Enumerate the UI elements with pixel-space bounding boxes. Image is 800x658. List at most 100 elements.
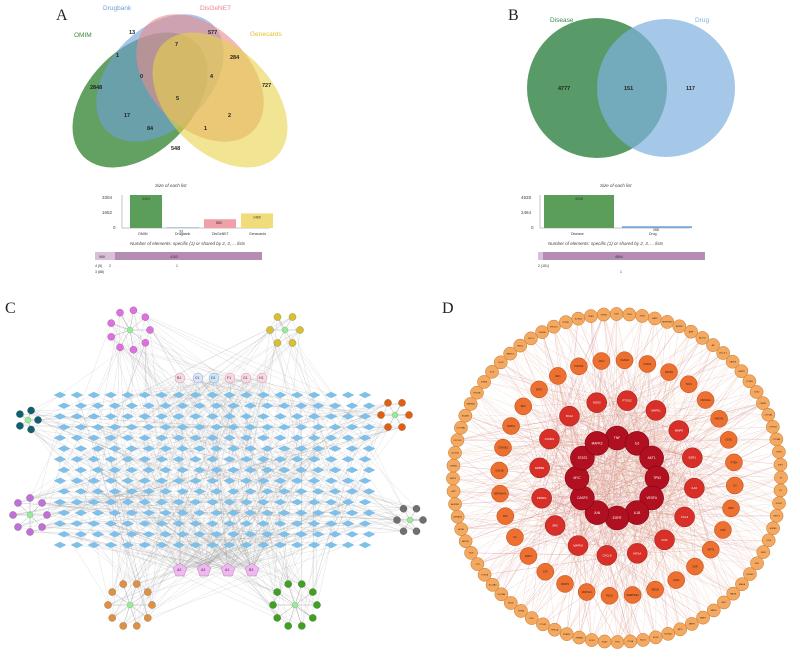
network-c-edge — [63, 534, 229, 571]
network-c-edge — [195, 480, 253, 571]
network-d-node — [623, 586, 642, 604]
network-c-edge — [161, 502, 313, 593]
network-d-edge — [578, 528, 774, 546]
network-c-edge — [250, 427, 302, 585]
network-c-edge — [312, 491, 353, 593]
network-d-edge — [492, 512, 598, 585]
network-c-target-node — [290, 520, 304, 527]
network-c-compound-node — [144, 614, 152, 622]
network-c-compound-node — [16, 410, 24, 418]
network-c-edge — [251, 405, 336, 571]
network-c-edge — [261, 377, 285, 406]
network-d-node-label: AKR1B1 — [451, 503, 460, 506]
network-c-compound-node — [119, 580, 127, 588]
network-d-edge — [655, 410, 734, 594]
network-c-edge — [203, 491, 268, 571]
network-d-edge — [664, 457, 693, 540]
network-c-compound-node — [288, 313, 297, 321]
network-d-node — [726, 476, 744, 495]
network-d-nodes: TNF IL6 AKT1 TP53 VEGFA IL1B EGFR JUN CASP3 MYC ST… — [446, 307, 788, 649]
network-c-target-node — [294, 445, 308, 452]
network-d-edge — [651, 414, 769, 499]
venn4-count: 2 — [228, 113, 231, 119]
network-c-edge — [145, 317, 370, 492]
network-d-node — [660, 363, 678, 381]
network-c-target-node — [172, 413, 185, 420]
network-d-edge — [590, 316, 618, 439]
network-c-edge — [197, 377, 230, 396]
network-c-edge — [161, 544, 278, 593]
network-c-edge — [246, 416, 289, 626]
network-d-edge — [651, 497, 704, 618]
network-c-edge — [212, 394, 389, 428]
network-d: TNF IL6 AKT1 TP53 VEGFA IL1B EGFR JUN CASP3 MYC ST… — [446, 307, 788, 649]
network-c-target-node — [294, 466, 308, 474]
network-c-target-node — [362, 466, 376, 474]
network-d-node-label: PGR — [615, 642, 620, 644]
network-c-compound-node — [116, 343, 124, 352]
network-c-target-node — [193, 509, 206, 516]
network-c-edge — [197, 377, 234, 406]
network-c-target-node — [223, 520, 236, 527]
network-c-target-node — [328, 466, 342, 474]
network-c-target-node — [104, 541, 118, 549]
network-c-target-node — [244, 509, 257, 516]
network-c-target-node — [223, 456, 236, 463]
network-d-node-label: RB1 — [530, 618, 535, 620]
network-c-target-node — [274, 391, 287, 399]
network-d-node-label: TP53 — [653, 476, 661, 480]
network-d-node — [529, 457, 550, 479]
network-d-edge — [530, 338, 618, 439]
network-d-node-label: NFKB1 — [665, 371, 674, 374]
network-c-edge — [41, 416, 366, 528]
network-d-node — [584, 431, 610, 456]
network-c-target-node — [142, 402, 155, 409]
network-c-target-node — [257, 477, 270, 484]
network-d-node-label: MAOA — [739, 583, 746, 586]
network-c-edge — [233, 512, 253, 571]
network-d-node-label: APP — [451, 490, 456, 493]
network-c-target-node — [189, 391, 202, 399]
venn4-shared-segment — [95, 252, 115, 260]
network-c-edge — [301, 414, 382, 535]
network-c-edge — [59, 523, 205, 571]
network-d-node-label: CCNB1 — [746, 381, 754, 383]
network-c-target-node — [104, 434, 118, 441]
network-c-edge — [42, 502, 268, 535]
network-c-edge — [182, 414, 382, 535]
network-d-node-label: PTGS1 — [540, 624, 548, 626]
network-d-edge — [539, 467, 658, 479]
network-d-edge — [578, 366, 695, 489]
network-d-node — [682, 447, 703, 468]
network-c-compound-node — [38, 523, 46, 531]
network-c-edge — [123, 480, 247, 627]
network-c-edge — [216, 491, 253, 571]
network-c-target-node — [328, 424, 342, 431]
bar — [204, 219, 236, 228]
network-c-target-node — [210, 402, 223, 409]
network-c-target-node — [278, 445, 291, 452]
network-d-node-label: NQO1 — [640, 640, 647, 642]
network-c-marker-label: F1 — [227, 376, 231, 380]
venn2-size-chart: Size of each list 4928 2464 0 4928 Diseas… — [521, 183, 692, 236]
network-d-edge — [484, 381, 679, 431]
network-d-node — [679, 375, 698, 394]
network-c-target-node — [74, 445, 88, 452]
network-c-edge — [97, 377, 263, 471]
network-c-edge — [229, 377, 263, 524]
network-c-edge — [147, 502, 264, 593]
network-c-edge — [251, 448, 370, 571]
network-c-compound-node — [119, 622, 127, 630]
network-c-edge — [288, 480, 366, 585]
network-c-target-node — [70, 434, 84, 441]
network-c-target-node — [155, 477, 168, 484]
network-c-compound-node — [273, 313, 282, 321]
network-c-target-node — [189, 541, 202, 549]
network-c-edge — [107, 491, 370, 606]
network-c-compound-node — [412, 527, 421, 535]
network-c-edge — [76, 377, 247, 438]
network-d-node-label: MPO — [678, 629, 683, 631]
venn4-shared-bar: Number of elements: specific (1) or shar… — [95, 241, 262, 274]
network-c-hub-label: A1 — [225, 568, 229, 572]
network-c-edges — [12, 310, 424, 627]
